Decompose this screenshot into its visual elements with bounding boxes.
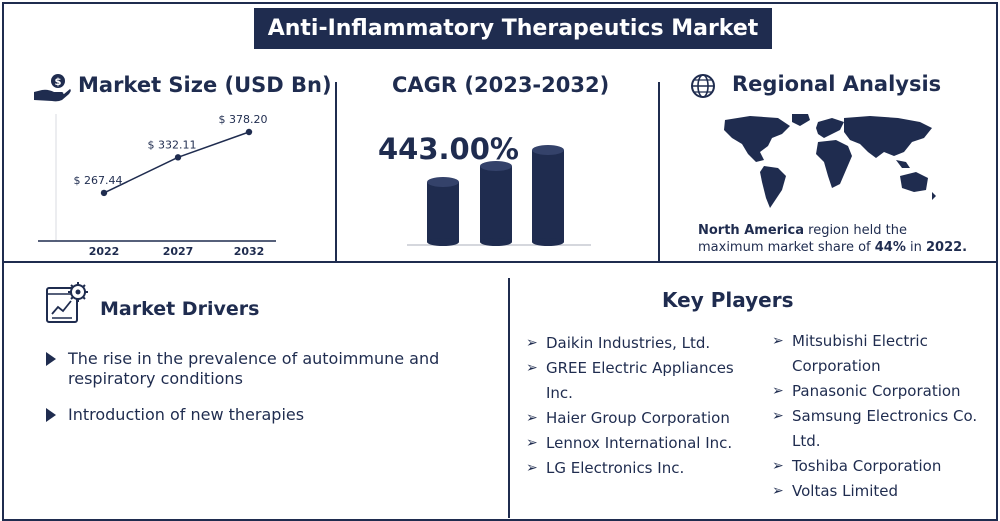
map-australia [900, 172, 928, 192]
divider-bottom [508, 278, 510, 518]
chevron-right-icon: ➢ [772, 333, 784, 349]
player-name: GREE Electric Appliances Inc. [546, 359, 734, 402]
data-point-2022 [100, 189, 108, 197]
key-players-column-1: ➢ Daikin Industries, Ltd. ➢ GREE Electric … [526, 331, 756, 481]
cylinder-bar-1 [427, 177, 459, 246]
bullet-triangle-icon [46, 408, 56, 422]
regional-summary: North America region held the maximum ma… [698, 222, 968, 256]
list-item: ➢ Panasonic Corporation [772, 379, 982, 404]
globe-icon [691, 74, 715, 98]
driver-item-2: Introduction of new therapies [46, 405, 486, 425]
cylinder-bar-2 [480, 161, 512, 246]
list-item: ➢ Daikin Industries, Ltd. [526, 331, 756, 356]
list-item: ➢ Mitsubishi Electric Corporation [772, 329, 982, 379]
region-share: 44% [874, 240, 906, 255]
chevron-right-icon: ➢ [526, 360, 538, 376]
player-name: Haier Group Corporation [546, 409, 730, 427]
chevron-right-icon: ➢ [772, 458, 784, 474]
cagr-heading: CAGR (2023-2032) [392, 73, 610, 97]
map-north-america [724, 116, 790, 162]
chevron-right-icon: ➢ [772, 483, 784, 499]
chevron-right-icon: ➢ [526, 460, 538, 476]
data-label-2027: $ 332.11 [148, 138, 197, 151]
list-item: ➢ Haier Group Corporation [526, 406, 756, 431]
player-name: Mitsubishi Electric Corporation [792, 332, 928, 375]
player-name: Lennox International Inc. [546, 434, 733, 452]
regional-text-end: in [905, 240, 926, 255]
player-name: Samsung Electronics Co. Ltd. [792, 407, 978, 450]
chevron-right-icon: ➢ [526, 410, 538, 426]
list-item: ➢ Toshiba Corporation [772, 454, 982, 479]
x-tick-label-2022: 2022 [89, 245, 120, 258]
chevron-right-icon: ➢ [526, 435, 538, 451]
data-point-2027 [174, 154, 182, 161]
map-asia [844, 116, 932, 158]
player-name: Voltas Limited [792, 482, 899, 500]
horizontal-divider [2, 261, 998, 263]
regional-heading: Regional Analysis [732, 72, 942, 96]
svg-text:$: $ [55, 77, 62, 88]
market-size-heading: Market Size (USD Bn) [78, 73, 332, 97]
list-item: ➢ LG Electronics Inc. [526, 456, 756, 481]
list-item: ➢ Voltas Limited [772, 479, 982, 504]
drivers-heading: Market Drivers [100, 298, 260, 320]
map-europe [816, 118, 844, 138]
analytics-gear-icon [46, 282, 88, 323]
driver-item-2-text: Introduction of new therapies [68, 405, 305, 424]
cylinder-bar-3 [532, 145, 564, 246]
cylinder-bars-graphic [407, 145, 591, 246]
player-name: Daikin Industries, Ltd. [546, 334, 711, 352]
key-players-heading: Key Players [662, 288, 794, 312]
x-tick-label-2027: 2027 [163, 245, 194, 258]
cagr-value: 443.00% [378, 132, 519, 166]
region-name: North America [698, 223, 804, 238]
key-players-column-2: ➢ Mitsubishi Electric Corporation ➢ Panaso… [772, 329, 982, 504]
world-map-graphic [724, 114, 936, 208]
list-item: ➢ Samsung Electronics Co. Ltd. [772, 404, 982, 454]
player-name: Panasonic Corporation [792, 382, 961, 400]
data-label-2032: $ 378.20 [219, 113, 268, 126]
bullet-triangle-icon [46, 352, 56, 366]
player-name: LG Electronics Inc. [546, 459, 685, 477]
region-year: 2022. [925, 240, 968, 255]
player-name: Toshiba Corporation [792, 457, 942, 475]
map-greenland [792, 114, 810, 126]
map-islands [896, 160, 936, 200]
data-point-2032 [245, 128, 253, 136]
chevron-right-icon: ➢ [772, 383, 784, 399]
data-label-2022: $ 267.44 [74, 174, 123, 187]
chevron-right-icon: ➢ [772, 408, 784, 424]
page-title: Anti-Inflammatory Therapeutics Market [254, 8, 772, 49]
money-hand-icon: $ [34, 74, 71, 102]
divider-left [335, 82, 337, 262]
chevron-right-icon: ➢ [526, 335, 538, 351]
divider-right [658, 82, 660, 262]
list-item: ➢ Lennox International Inc. [526, 431, 756, 456]
map-south-america [760, 166, 786, 208]
x-tick-label-2032: 2032 [234, 245, 265, 258]
driver-item-1-text: The rise in the prevalence of autoimmune… [68, 349, 440, 388]
list-item: ➢ GREE Electric Appliances Inc. [526, 356, 756, 406]
driver-item-1: The rise in the prevalence of autoimmune… [46, 349, 486, 389]
market-size-chart: $ 267.44 $ 332.11 $ 378.20 2022 2027 2032 [38, 113, 276, 258]
regional-text-mid: region held the maximum market share of [698, 223, 907, 255]
map-africa [816, 140, 852, 188]
